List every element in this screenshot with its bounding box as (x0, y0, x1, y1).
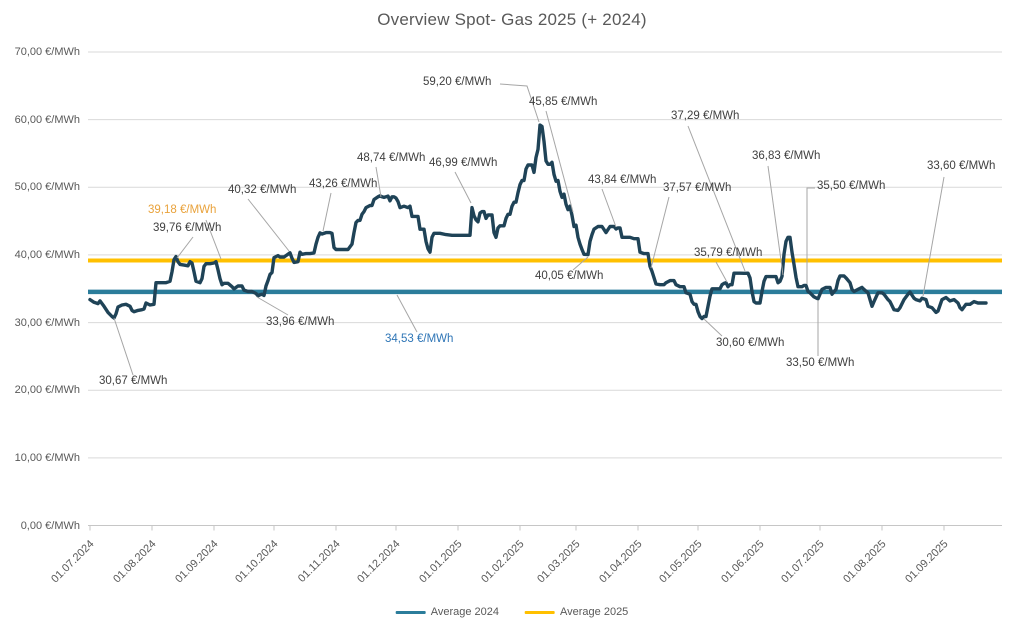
annotation-label: 35,79 €/MWh (694, 247, 763, 259)
annotation-leader (113, 317, 134, 376)
annotation-leader (601, 188, 617, 228)
average-2025-line-swatch (525, 610, 555, 614)
annotation-leader (715, 261, 728, 283)
chart-legend: Average 2024 Average 2025 (395, 606, 628, 618)
annotation-leader (375, 166, 382, 198)
annotation-leader (806, 187, 815, 284)
average-2024-line-swatch (395, 610, 426, 614)
annotation-leader (205, 219, 222, 260)
legend-item-average-2025: Average 2025 (525, 606, 628, 618)
annotation-label: 37,57 €/MWh (663, 182, 732, 194)
y-axis-tick-label: 0,00 €/MWh (20, 519, 80, 532)
annotation-label: 30,67 €/MWh (99, 375, 168, 387)
annotation-label: 35,50 €/MWh (817, 180, 886, 192)
annotation-label: 43,84 €/MWh (588, 174, 657, 186)
annotation-label: 46,99 €/MWh (429, 157, 498, 169)
annotation-label: 37,29 €/MWh (671, 110, 740, 122)
annotation-leader (703, 318, 723, 337)
annotation-leader (247, 198, 290, 252)
annotation-label: 39,76 €/MWh (153, 222, 222, 234)
annotation-leader (499, 83, 540, 123)
annotation-label: 48,74 €/MWh (357, 152, 426, 164)
y-axis-tick-label: 20,00 €/MWh (14, 384, 80, 397)
annotation-label: 39,18 €/MWh (148, 204, 217, 216)
annotation-label: 30,60 €/MWh (716, 337, 785, 349)
legend-item-average-2024: Average 2024 (395, 606, 499, 618)
annotation-leader (322, 192, 332, 232)
annotation-label: 45,85 €/MWh (529, 96, 598, 108)
annotation-leader (396, 294, 418, 333)
y-axis-tick-label: 60,00 €/MWh (14, 113, 80, 126)
annotation-label: 43,26 €/MWh (309, 178, 378, 190)
annotation-label: 40,05 €/MWh (535, 270, 604, 282)
annotation-leader (176, 236, 194, 259)
legend-label: Average 2024 (430, 606, 499, 618)
legend-label: Average 2025 (560, 606, 629, 618)
y-axis-tick-label: 30,00 €/MWh (14, 316, 80, 329)
y-axis-tick-label: 70,00 €/MWh (14, 46, 80, 58)
annotation-leader (687, 125, 746, 272)
annotation-leader (545, 110, 574, 213)
y-axis-tick-label: 40,00 €/MWh (14, 248, 80, 261)
chart-title: Overview Spot- Gas 2025 (+ 2024) (377, 10, 647, 29)
annotation-label: 33,50 €/MWh (786, 357, 855, 369)
annotation-leader (572, 256, 589, 271)
annotation-leader (922, 176, 945, 297)
annotation-label: 33,96 €/MWh (266, 316, 335, 328)
y-axis-tick-label: 50,00 €/MWh (14, 181, 80, 194)
annotation-label: 40,32 €/MWh (228, 184, 297, 196)
annotation-leader (767, 165, 784, 276)
price-series-line (88, 123, 988, 321)
annotation-label: 59,20 €/MWh (423, 76, 492, 88)
annotation-leader (454, 171, 472, 204)
annotation-label: 34,53 €/MWh (385, 333, 454, 345)
annotation-label: 36,83 €/MWh (752, 150, 821, 162)
y-axis-tick-label: 10,00 €/MWh (14, 451, 80, 464)
annotation-leader (650, 196, 670, 269)
annotation-leader (256, 296, 289, 316)
annotation-label: 33,60 €/MWh (927, 160, 996, 172)
